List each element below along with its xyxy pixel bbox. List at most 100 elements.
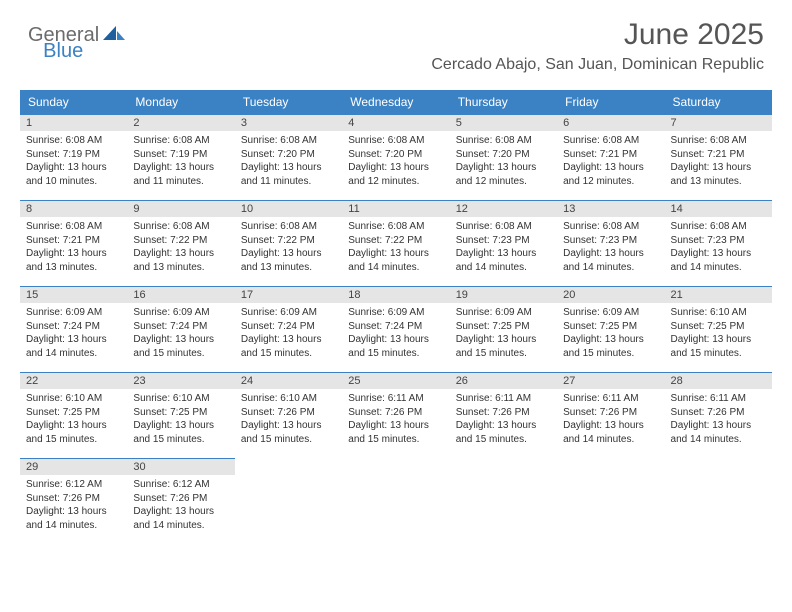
sunrise-text: Sunrise: 6:11 AM (348, 392, 443, 406)
sunset-text: Sunset: 7:24 PM (26, 320, 121, 334)
weekday-header: Tuesday (235, 90, 342, 115)
weekday-header: Sunday (20, 90, 127, 115)
daylight-text: Daylight: 13 hours (348, 419, 443, 433)
sunrise-text: Sunrise: 6:10 AM (241, 392, 336, 406)
calendar-day-cell (450, 459, 557, 545)
daylight-text: and 15 minutes. (133, 347, 228, 361)
day-number: 25 (342, 373, 449, 389)
daylight-text: Daylight: 13 hours (241, 333, 336, 347)
daylight-text: Daylight: 13 hours (456, 419, 551, 433)
daylight-text: and 14 minutes. (456, 261, 551, 275)
day-details: Sunrise: 6:12 AMSunset: 7:26 PMDaylight:… (20, 475, 127, 536)
daylight-text: Daylight: 13 hours (241, 247, 336, 261)
sunset-text: Sunset: 7:25 PM (671, 320, 766, 334)
daylight-text: Daylight: 13 hours (26, 505, 121, 519)
sunrise-text: Sunrise: 6:08 AM (563, 220, 658, 234)
calendar-day-cell: 4Sunrise: 6:08 AMSunset: 7:20 PMDaylight… (342, 115, 449, 201)
title-block: June 2025 Cercado Abajo, San Juan, Domin… (431, 18, 764, 74)
calendar-week-row: 8Sunrise: 6:08 AMSunset: 7:21 PMDaylight… (20, 201, 772, 287)
day-details: Sunrise: 6:11 AMSunset: 7:26 PMDaylight:… (342, 389, 449, 450)
calendar-day-cell (342, 459, 449, 545)
sunset-text: Sunset: 7:24 PM (241, 320, 336, 334)
day-details: Sunrise: 6:08 AMSunset: 7:22 PMDaylight:… (235, 217, 342, 278)
daylight-text: and 15 minutes. (563, 347, 658, 361)
daylight-text: Daylight: 13 hours (671, 247, 766, 261)
page-header: General Blue June 2025 Cercado Abajo, Sa… (0, 0, 792, 82)
daylight-text: Daylight: 13 hours (563, 333, 658, 347)
daylight-text: and 10 minutes. (26, 175, 121, 189)
daylight-text: and 14 minutes. (348, 261, 443, 275)
daylight-text: and 13 minutes. (671, 175, 766, 189)
sunrise-text: Sunrise: 6:08 AM (241, 134, 336, 148)
sunrise-text: Sunrise: 6:10 AM (671, 306, 766, 320)
sunrise-text: Sunrise: 6:09 AM (133, 306, 228, 320)
daylight-text: Daylight: 13 hours (133, 505, 228, 519)
day-details: Sunrise: 6:12 AMSunset: 7:26 PMDaylight:… (127, 475, 234, 536)
daylight-text: Daylight: 13 hours (241, 419, 336, 433)
day-details: Sunrise: 6:08 AMSunset: 7:19 PMDaylight:… (127, 131, 234, 192)
day-number: 5 (450, 115, 557, 131)
sunrise-text: Sunrise: 6:10 AM (26, 392, 121, 406)
day-number: 19 (450, 287, 557, 303)
day-number: 3 (235, 115, 342, 131)
daylight-text: Daylight: 13 hours (26, 161, 121, 175)
sunset-text: Sunset: 7:26 PM (348, 406, 443, 420)
daylight-text: and 14 minutes. (26, 519, 121, 533)
day-details: Sunrise: 6:08 AMSunset: 7:20 PMDaylight:… (342, 131, 449, 192)
day-details: Sunrise: 6:08 AMSunset: 7:22 PMDaylight:… (342, 217, 449, 278)
weekday-header: Saturday (665, 90, 772, 115)
day-details: Sunrise: 6:09 AMSunset: 7:24 PMDaylight:… (342, 303, 449, 364)
day-details: Sunrise: 6:11 AMSunset: 7:26 PMDaylight:… (557, 389, 664, 450)
sunrise-text: Sunrise: 6:08 AM (26, 134, 121, 148)
calendar-day-cell: 11Sunrise: 6:08 AMSunset: 7:22 PMDayligh… (342, 201, 449, 287)
daylight-text: and 14 minutes. (671, 261, 766, 275)
daylight-text: and 15 minutes. (348, 433, 443, 447)
calendar-day-cell: 1Sunrise: 6:08 AMSunset: 7:19 PMDaylight… (20, 115, 127, 201)
day-number: 23 (127, 373, 234, 389)
daylight-text: Daylight: 13 hours (348, 333, 443, 347)
day-details: Sunrise: 6:08 AMSunset: 7:23 PMDaylight:… (450, 217, 557, 278)
calendar-day-cell: 16Sunrise: 6:09 AMSunset: 7:24 PMDayligh… (127, 287, 234, 373)
calendar-day-cell: 2Sunrise: 6:08 AMSunset: 7:19 PMDaylight… (127, 115, 234, 201)
calendar-day-cell: 23Sunrise: 6:10 AMSunset: 7:25 PMDayligh… (127, 373, 234, 459)
brand-sail-icon (103, 25, 125, 46)
calendar-day-cell: 7Sunrise: 6:08 AMSunset: 7:21 PMDaylight… (665, 115, 772, 201)
sunset-text: Sunset: 7:24 PM (348, 320, 443, 334)
daylight-text: Daylight: 13 hours (671, 333, 766, 347)
day-number: 13 (557, 201, 664, 217)
sunset-text: Sunset: 7:23 PM (563, 234, 658, 248)
day-details: Sunrise: 6:09 AMSunset: 7:24 PMDaylight:… (20, 303, 127, 364)
calendar-day-cell: 5Sunrise: 6:08 AMSunset: 7:20 PMDaylight… (450, 115, 557, 201)
day-details: Sunrise: 6:08 AMSunset: 7:19 PMDaylight:… (20, 131, 127, 192)
sunrise-text: Sunrise: 6:08 AM (348, 134, 443, 148)
sunset-text: Sunset: 7:21 PM (26, 234, 121, 248)
daylight-text: Daylight: 13 hours (26, 419, 121, 433)
day-details: Sunrise: 6:10 AMSunset: 7:25 PMDaylight:… (20, 389, 127, 450)
sunrise-text: Sunrise: 6:08 AM (133, 134, 228, 148)
day-number: 17 (235, 287, 342, 303)
sunset-text: Sunset: 7:26 PM (241, 406, 336, 420)
sunset-text: Sunset: 7:23 PM (671, 234, 766, 248)
day-details: Sunrise: 6:09 AMSunset: 7:25 PMDaylight:… (557, 303, 664, 364)
day-details: Sunrise: 6:10 AMSunset: 7:26 PMDaylight:… (235, 389, 342, 450)
calendar-table: Sunday Monday Tuesday Wednesday Thursday… (20, 90, 772, 545)
day-details: Sunrise: 6:08 AMSunset: 7:22 PMDaylight:… (127, 217, 234, 278)
daylight-text: Daylight: 13 hours (456, 333, 551, 347)
day-details: Sunrise: 6:11 AMSunset: 7:26 PMDaylight:… (665, 389, 772, 450)
daylight-text: Daylight: 13 hours (671, 419, 766, 433)
daylight-text: and 15 minutes. (241, 433, 336, 447)
daylight-text: and 15 minutes. (348, 347, 443, 361)
sunrise-text: Sunrise: 6:11 AM (563, 392, 658, 406)
day-number: 8 (20, 201, 127, 217)
daylight-text: and 12 minutes. (348, 175, 443, 189)
calendar-day-cell (557, 459, 664, 545)
day-number: 16 (127, 287, 234, 303)
day-details: Sunrise: 6:08 AMSunset: 7:23 PMDaylight:… (557, 217, 664, 278)
weekday-header: Wednesday (342, 90, 449, 115)
daylight-text: Daylight: 13 hours (671, 161, 766, 175)
calendar-day-cell: 28Sunrise: 6:11 AMSunset: 7:26 PMDayligh… (665, 373, 772, 459)
sunset-text: Sunset: 7:22 PM (133, 234, 228, 248)
calendar-day-cell: 3Sunrise: 6:08 AMSunset: 7:20 PMDaylight… (235, 115, 342, 201)
sunrise-text: Sunrise: 6:08 AM (26, 220, 121, 234)
sunset-text: Sunset: 7:21 PM (671, 148, 766, 162)
